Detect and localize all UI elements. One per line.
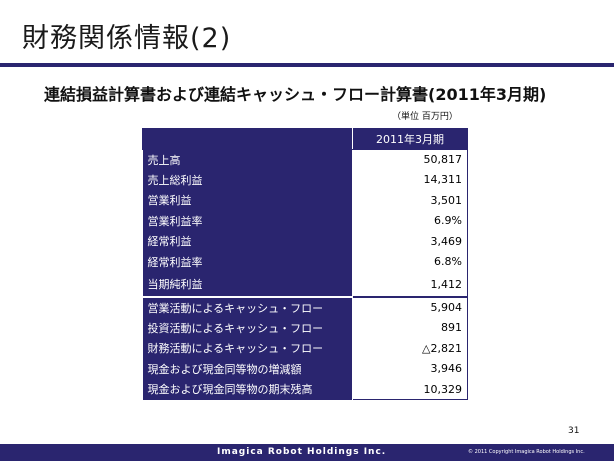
table-row: 経常利益 3,469 <box>142 231 468 252</box>
header-blank-cell <box>142 128 353 150</box>
table-row: 経常利益率 6.8% <box>142 251 468 272</box>
row-label: 現金および現金同等物の期末残高 <box>142 379 353 400</box>
row-label: 当期純利益 <box>142 272 353 298</box>
row-label: 営業利益率 <box>142 210 353 231</box>
table-row: 営業利益 3,501 <box>142 190 468 211</box>
table-header-row: 2011年3月期 <box>142 128 468 150</box>
row-value: 6.9% <box>352 210 468 231</box>
table-row: 営業利益率 6.9% <box>142 210 468 231</box>
row-value: 10,329 <box>352 379 468 400</box>
row-value: 50,817 <box>352 149 468 170</box>
unit-note: （単位 百万円） <box>392 112 458 122</box>
row-label: 経常利益 <box>142 231 353 252</box>
row-value: 5,904 <box>352 297 468 318</box>
row-label: 財務活動によるキャッシュ・フロー <box>142 338 353 359</box>
row-value: 1,412 <box>352 272 468 298</box>
column-header-fy2011: 2011年3月期 <box>352 128 468 150</box>
table-row: 売上総利益 14,311 <box>142 169 468 190</box>
table-row: 現金および現金同等物の期末残高 10,329 <box>142 379 468 400</box>
row-label: 売上総利益 <box>142 169 353 190</box>
row-label: 経常利益率 <box>142 251 353 272</box>
row-value: 3,946 <box>352 358 468 379</box>
row-value: 891 <box>352 317 468 338</box>
footer-company-name: Imagica Robot Holdings Inc. <box>217 447 387 457</box>
financial-table: 2011年3月期 売上高 50,817 売上総利益 14,311 営業利益 3,… <box>142 128 468 400</box>
table-row: 財務活動によるキャッシュ・フロー △2,821 <box>142 338 468 359</box>
row-label: 営業利益 <box>142 190 353 211</box>
slide-subtitle: 連結損益計算書および連結キャッシュ・フロー計算書(2011年3月期) <box>44 85 547 104</box>
row-label: 売上高 <box>142 149 353 170</box>
table-row: 営業活動によるキャッシュ・フロー 5,904 <box>142 297 468 318</box>
row-value: △2,821 <box>352 338 468 359</box>
row-value: 3,469 <box>352 231 468 252</box>
footer-copyright: © 2011 Copyright Imagica Robot Holdings … <box>468 449 585 455</box>
row-value: 3,501 <box>352 190 468 211</box>
table-row: 売上高 50,817 <box>142 149 468 170</box>
slide-title: 財務関係情報(2) <box>22 23 232 54</box>
row-value: 14,311 <box>352 169 468 190</box>
table-row: 投資活動によるキャッシュ・フロー 891 <box>142 317 468 338</box>
row-label: 現金および現金同等物の増減額 <box>142 358 353 379</box>
table-row: 現金および現金同等物の増減額 3,946 <box>142 358 468 379</box>
row-label: 投資活動によるキャッシュ・フロー <box>142 317 353 338</box>
title-divider <box>0 63 614 67</box>
row-label: 営業活動によるキャッシュ・フロー <box>142 297 353 318</box>
row-value: 6.8% <box>352 251 468 272</box>
footer-bar <box>0 444 614 461</box>
page-number: 31 <box>568 426 580 436</box>
table-row: 当期純利益 1,412 <box>142 272 468 298</box>
